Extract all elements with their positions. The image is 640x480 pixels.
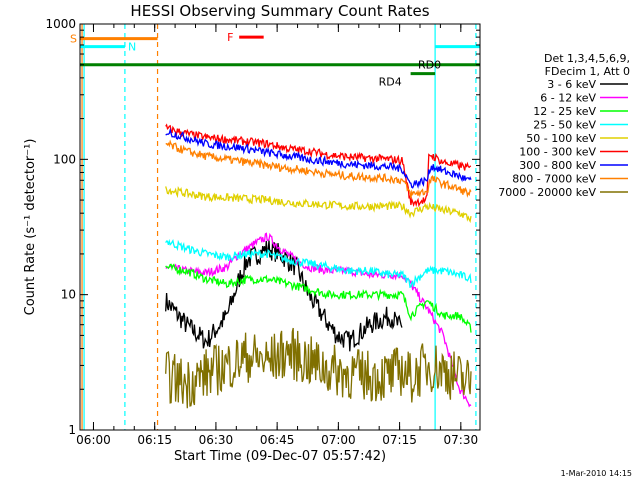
y-axis-label: Count Rate (s⁻¹ detector⁻¹)	[23, 139, 38, 316]
series-line	[165, 185, 472, 224]
legend-entry: 12 - 25 keV	[533, 105, 596, 118]
legend-entry: 800 - 7000 keV	[512, 173, 596, 186]
flag-label: N	[128, 41, 136, 54]
series-line	[165, 238, 472, 289]
x-tick-label: 07:00	[321, 433, 356, 447]
legend-header: FDecim 1, Att 0	[545, 65, 630, 78]
series-line	[165, 327, 472, 409]
flag-label: RD4	[379, 76, 402, 89]
series-line	[165, 127, 472, 190]
y-tick-label: 1	[68, 423, 76, 437]
x-tick-label: 06:45	[260, 433, 295, 447]
legend-entry: 300 - 800 keV	[519, 159, 596, 172]
generation-timestamp: 1-Mar-2010 14:15	[560, 469, 632, 478]
legend-entry: 3 - 6 keV	[547, 78, 596, 91]
flag-label: RD0	[418, 59, 441, 72]
legend-entry: 6 - 12 keV	[540, 92, 596, 105]
legend-header: Det 1,3,4,5,6,9,	[544, 52, 630, 65]
legend-entry: 50 - 100 keV	[526, 132, 596, 145]
x-axis-label: Start Time (09-Dec-07 05:57:42)	[174, 449, 386, 464]
plot-frame	[79, 23, 481, 431]
x-tick-label: 06:15	[137, 433, 172, 447]
legend-entry: 25 - 50 keV	[533, 119, 596, 132]
flag-label: S	[70, 33, 77, 46]
x-tick-label: 06:00	[76, 433, 111, 447]
x-tick-label: 07:30	[444, 433, 479, 447]
y-tick-label: 10	[61, 288, 76, 302]
legend-entry: 100 - 300 keV	[519, 146, 596, 159]
series-line	[165, 139, 472, 199]
y-tick-label: 1000	[45, 17, 76, 31]
series-line	[165, 240, 403, 352]
flag-label: F	[227, 31, 233, 44]
series-line	[165, 263, 472, 333]
x-tick-label: 06:30	[199, 433, 234, 447]
y-tick-label: 100	[53, 152, 76, 166]
x-tick-label: 07:15	[382, 433, 417, 447]
series-line	[165, 123, 472, 208]
chart-title: HESSI Observing Summary Count Rates	[130, 2, 430, 20]
legend-entry: 7000 - 20000 keV	[498, 186, 596, 199]
